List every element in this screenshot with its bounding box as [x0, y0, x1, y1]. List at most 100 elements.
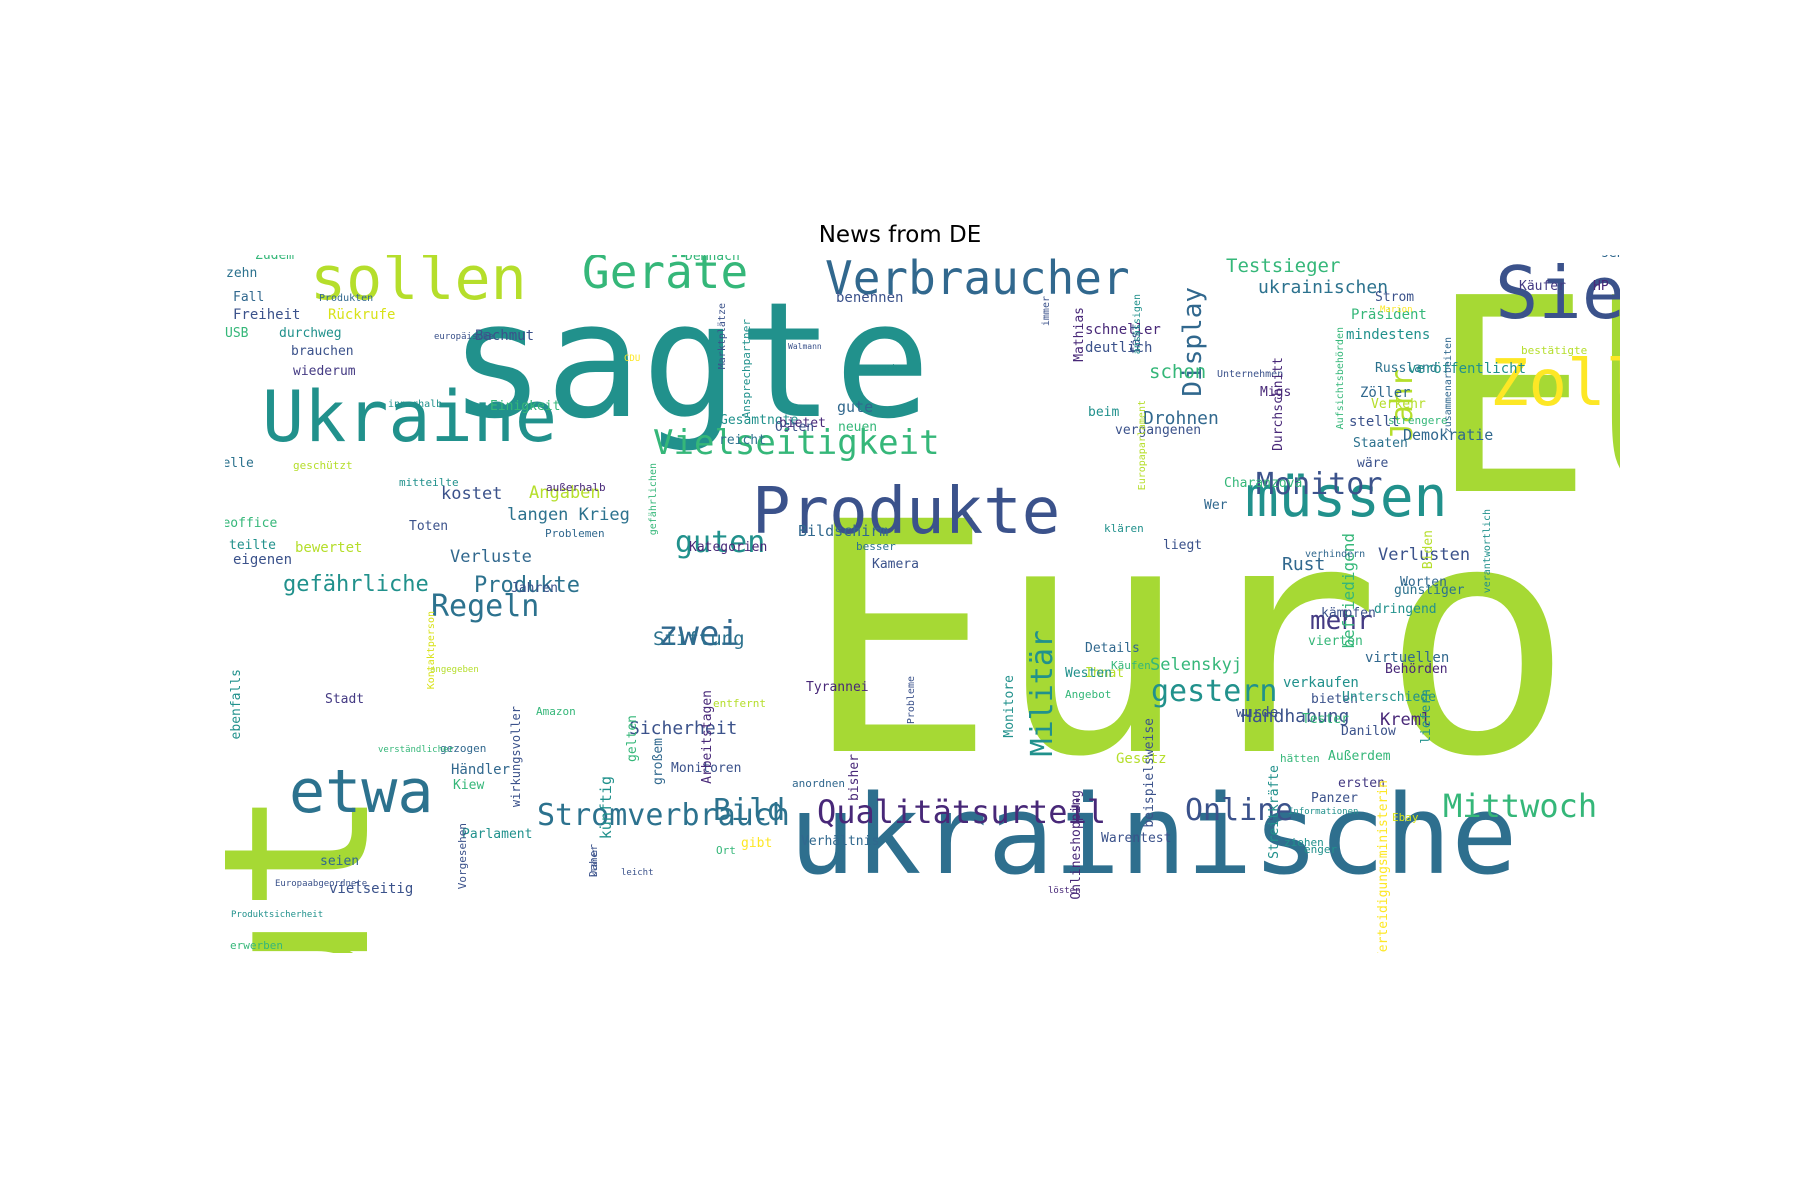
- word-cloud-word: liegt: [1163, 538, 1203, 553]
- word-cloud-word: Produktsicherheit: [231, 910, 324, 920]
- word-cloud-word: gestern: [1151, 674, 1278, 709]
- word-cloud-word: beim: [1088, 405, 1120, 420]
- word-cloud-word: benennen: [836, 290, 904, 306]
- word-cloud-word: gelten: [625, 715, 640, 762]
- word-cloud-word: vielseitig: [329, 881, 414, 897]
- word-cloud-word: Strom: [1375, 290, 1415, 305]
- word-cloud-word: verständlicher: [378, 745, 454, 755]
- word-cloud-word: Bildschirm: [798, 522, 889, 540]
- word-cloud-word: brauchen: [291, 344, 354, 359]
- word-cloud-word: mitteilte: [399, 476, 459, 489]
- word-cloud-word: bietet: [779, 416, 826, 431]
- word-cloud-word: europäische: [434, 332, 494, 342]
- word-cloud-word: Verluste: [450, 547, 532, 567]
- word-cloud-word: Stiftung: [653, 628, 745, 650]
- word-cloud-word: leicht: [621, 868, 654, 878]
- word-cloud-word: schneller: [1085, 322, 1161, 338]
- word-cloud-word: kämpfen: [1321, 606, 1376, 621]
- word-cloud-word: gute: [837, 398, 874, 416]
- word-cloud-word: Panzer: [1311, 791, 1358, 806]
- word-cloud-word: ersten: [1338, 776, 1385, 791]
- word-cloud-word: angegeben: [430, 665, 479, 675]
- word-cloud-word: Migs: [1260, 385, 1292, 400]
- word-cloud-word: erwerben: [230, 939, 283, 952]
- word-cloud-word: Angaben: [529, 483, 601, 503]
- word-cloud-word: entfernt: [713, 697, 766, 710]
- word-cloud-word: Ansprechpartner: [740, 319, 753, 419]
- word-cloud-word: Qualitätsurteil: [817, 793, 1106, 831]
- word-cloud-word: HP: [1593, 279, 1609, 294]
- word-cloud-word: ukrainische: [789, 771, 1518, 899]
- word-cloud-word: Jahren: [511, 581, 558, 596]
- word-cloud-word: Testsieger: [1226, 255, 1341, 277]
- word-cloud-word: virtuellen: [1365, 650, 1450, 666]
- word-cloud-word: Marktplätze: [717, 303, 728, 370]
- word-cloud-word: Verkehr: [1371, 397, 1426, 412]
- word-cloud-word: ukrainischen: [1258, 277, 1389, 298]
- word-cloud-word: gefährliche: [283, 572, 429, 597]
- word-cloud-word: vierten: [1308, 634, 1363, 649]
- word-cloud-word: bieten: [1311, 692, 1358, 707]
- word-cloud-word: Demnach: [685, 255, 740, 264]
- word-cloud-word: Informationen: [1288, 807, 1359, 817]
- word-cloud-word: Parlament: [462, 827, 533, 842]
- word-cloud-word: Russland: [1375, 361, 1438, 376]
- word-cloud-word: Behörden: [1385, 662, 1448, 677]
- word-cloud-word: gibt: [741, 836, 773, 851]
- word-cloud-word: innerhalb: [388, 399, 443, 410]
- word-cloud-word: sollen: [310, 255, 527, 314]
- word-cloud-word: Militär: [1025, 630, 1060, 757]
- word-cloud-word: Stadt: [325, 692, 365, 707]
- word-cloud-word: Osten: [775, 420, 815, 435]
- word-cloud-word: besser: [856, 540, 896, 553]
- word-cloud-word: zwei: [658, 614, 740, 654]
- word-cloud-word: mehr: [1310, 606, 1373, 636]
- word-cloud-word: Toten: [409, 519, 449, 534]
- word-cloud-word: Tyrannei: [806, 680, 869, 695]
- word-cloud-word: EU: [1430, 255, 1620, 555]
- word-cloud-word: Tester: [1302, 712, 1349, 727]
- word-cloud-word: veröffentlicht: [1408, 361, 1527, 377]
- word-cloud-word: Aufsichtsbehörden: [1335, 327, 1346, 430]
- word-cloud-word: Einigkeit: [490, 399, 561, 414]
- word-cloud-word: Handhabung: [1241, 706, 1350, 727]
- word-cloud-word: Biden: [1421, 530, 1436, 570]
- word-cloud-word: außerhalb: [546, 481, 606, 494]
- word-cloud-word: Fall: [233, 290, 265, 305]
- word-cloud-word: wäre: [1357, 456, 1389, 471]
- word-cloud-word: Produkte: [752, 475, 1061, 549]
- word-cloud-word: Außerdem: [1328, 749, 1391, 764]
- word-cloud-word: Monitore: [1002, 675, 1017, 738]
- word-cloud-word: Ebay: [1392, 811, 1419, 824]
- word-cloud-word: Bild: [713, 793, 786, 828]
- word-cloud-word: seien: [320, 854, 360, 869]
- word-cloud-word: Details: [1085, 641, 1140, 656]
- word-cloud-word: Staaten: [1353, 436, 1408, 451]
- word-cloud-word: Produkte: [474, 573, 580, 598]
- word-cloud-word: Monitoren: [671, 761, 742, 776]
- word-cloud-word: Europaabgeordnete: [275, 879, 368, 889]
- word-cloud-word: Walmann: [788, 342, 822, 351]
- word-cloud-word: teilte: [229, 538, 276, 553]
- word-cloud-word: Angebot: [1065, 688, 1112, 701]
- word-cloud-word: verhindern: [1305, 549, 1366, 560]
- word-cloud-word: beispielsweise: [1142, 718, 1157, 828]
- word-cloud-word: ebenfalls: [229, 669, 244, 740]
- word-cloud-word: Modelle: [225, 456, 254, 471]
- word-cloud-word: ansässigen: [1132, 294, 1143, 355]
- word-cloud-word: strengere: [1388, 414, 1448, 427]
- word-cloud-word: Sieg: [1495, 255, 1620, 335]
- word-cloud-word: Marion: [1380, 305, 1413, 315]
- word-cloud-word: Amazon: [536, 705, 576, 718]
- word-cloud-word: reicht: [719, 433, 766, 448]
- word-cloud-word: Sprache: [865, 364, 903, 374]
- word-cloud-word: Wer: [1204, 498, 1228, 513]
- word-cloud-word: Kiew: [453, 778, 485, 793]
- word-cloud-word: Online: [1185, 793, 1294, 828]
- word-cloud-word: Drohnen: [1143, 408, 1219, 429]
- word-cloud-word: Sicherheit: [629, 718, 738, 739]
- word-cloud-word: großem: [651, 738, 666, 785]
- word-cloud-word: Kamera: [872, 557, 919, 572]
- word-cloud-word: Zoll: [1490, 347, 1620, 421]
- word-cloud-word: Unterschiede: [1342, 690, 1436, 705]
